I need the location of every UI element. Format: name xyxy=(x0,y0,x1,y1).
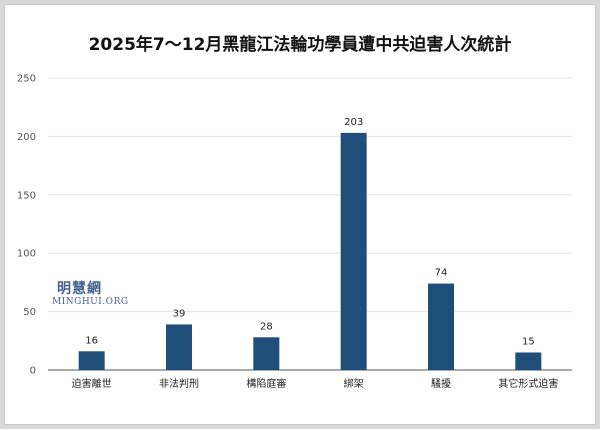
category-label: 迫害離世 xyxy=(72,377,112,390)
data-label: 74 xyxy=(435,268,448,279)
category-label: 綁架 xyxy=(344,377,364,390)
bar xyxy=(340,132,367,370)
bar xyxy=(428,283,454,370)
category-label: 構陷庭審 xyxy=(246,377,286,390)
bar xyxy=(166,324,192,370)
y-tick-label: 100 xyxy=(17,249,36,260)
y-tick-label: 250 xyxy=(17,74,36,85)
category-label: 騷擾 xyxy=(431,377,451,390)
minghui-watermark-latin: MINGHUI.ORG xyxy=(52,297,129,307)
data-label: 39 xyxy=(173,308,186,319)
data-label: 16 xyxy=(85,335,98,346)
chart-title: 2025年7～12月黑龍江法輪功學員遭中共迫害人次統計 xyxy=(88,35,512,55)
y-tick-label: 150 xyxy=(17,190,36,201)
data-label: 15 xyxy=(522,336,535,347)
category-label: 其它形式迫害 xyxy=(498,377,558,390)
data-label: 28 xyxy=(260,321,273,332)
category-label: 非法判刑 xyxy=(159,377,199,390)
bar xyxy=(253,337,280,370)
y-tick-label: 0 xyxy=(30,366,36,377)
y-tick-label: 200 xyxy=(17,132,36,143)
data-label: 203 xyxy=(344,117,363,128)
y-tick-label: 50 xyxy=(23,307,36,318)
bar xyxy=(515,352,542,370)
bar xyxy=(78,351,105,370)
minghui-watermark-chinese: 明慧網 xyxy=(57,281,102,297)
